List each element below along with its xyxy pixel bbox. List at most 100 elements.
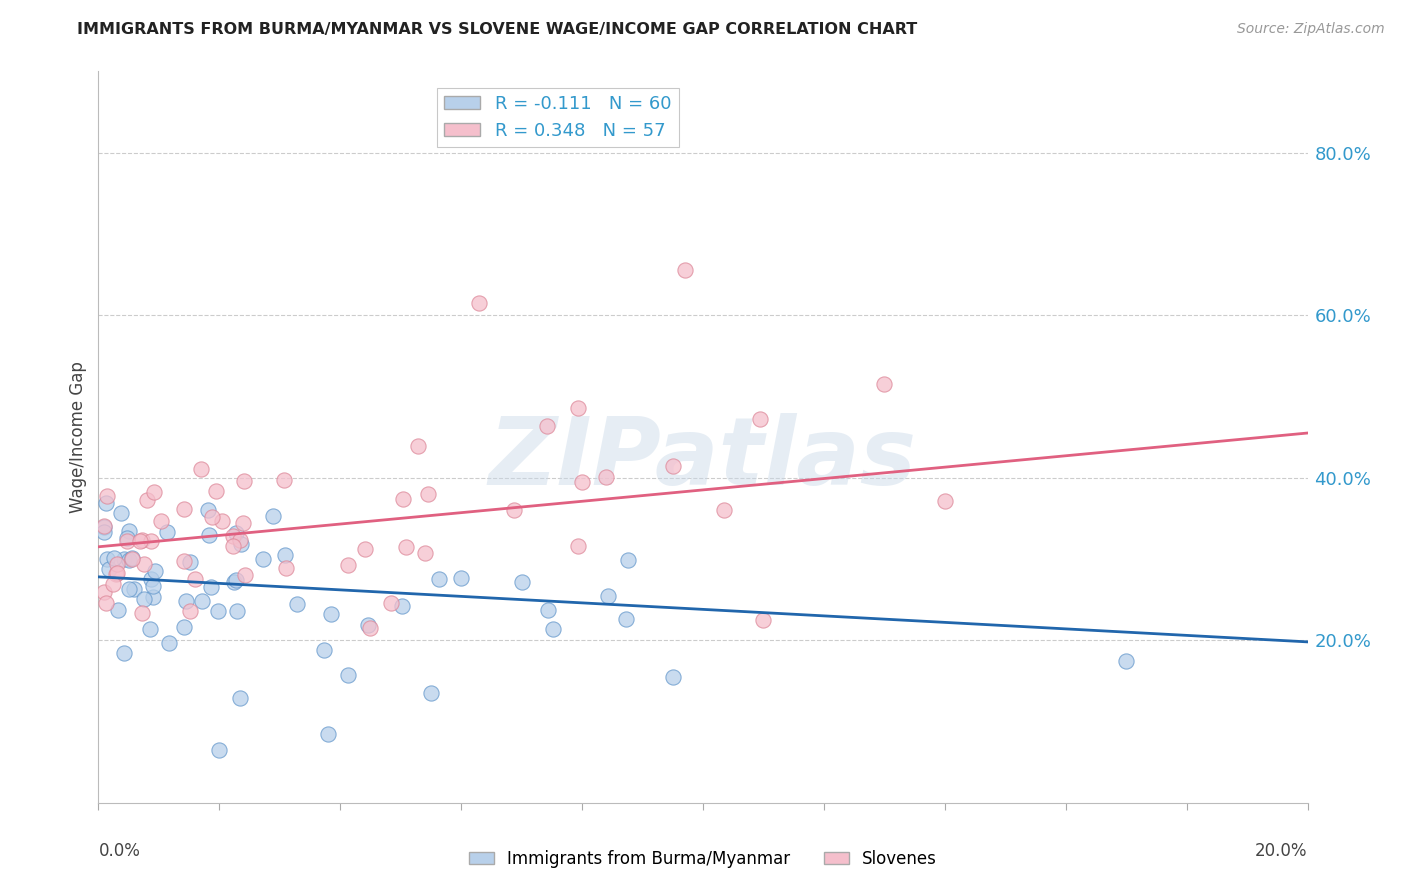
Point <box>536 419 558 434</box>
Point <box>179 555 201 569</box>
Point <box>596 589 619 603</box>
Point <box>502 502 524 516</box>
Point <box>427 573 450 587</box>
Point <box>208 743 231 757</box>
Point <box>205 483 228 498</box>
Point <box>357 617 380 632</box>
Point <box>201 510 224 524</box>
Point <box>567 539 589 553</box>
Point <box>96 596 118 610</box>
Point <box>190 462 212 476</box>
Point <box>107 603 129 617</box>
Point <box>262 509 284 524</box>
Point <box>115 531 138 545</box>
Point <box>105 567 128 582</box>
Point <box>124 582 146 596</box>
Point <box>142 578 165 592</box>
Point <box>233 568 256 582</box>
Point <box>222 529 245 543</box>
Point <box>226 603 249 617</box>
Point <box>141 534 163 549</box>
Point <box>118 582 141 596</box>
Point <box>713 503 735 517</box>
Point <box>173 554 195 568</box>
Point <box>360 621 382 635</box>
Legend: Immigrants from Burma/Myanmar, Slovenes: Immigrants from Burma/Myanmar, Slovenes <box>463 844 943 875</box>
Y-axis label: Wage/Income Gap: Wage/Income Gap <box>69 361 87 513</box>
Point <box>873 377 896 392</box>
Point <box>229 533 252 547</box>
Point <box>93 519 115 533</box>
Point <box>197 503 219 517</box>
Text: Source: ZipAtlas.com: Source: ZipAtlas.com <box>1237 22 1385 37</box>
Text: IMMIGRANTS FROM BURMA/MYANMAR VS SLOVENE WAGE/INCOME GAP CORRELATION CHART: IMMIGRANTS FROM BURMA/MYANMAR VS SLOVENE… <box>77 22 918 37</box>
Point <box>252 551 274 566</box>
Point <box>101 577 124 591</box>
Point <box>142 590 165 604</box>
Point <box>174 593 197 607</box>
Point <box>103 550 125 565</box>
Point <box>115 534 138 549</box>
Point <box>139 622 162 636</box>
Point <box>232 516 254 530</box>
Point <box>132 591 155 606</box>
Point <box>673 263 696 277</box>
Point <box>222 539 245 553</box>
Point <box>110 507 132 521</box>
Point <box>614 612 637 626</box>
Point <box>468 296 491 310</box>
Point <box>273 473 295 487</box>
Point <box>394 540 416 554</box>
Point <box>225 573 247 587</box>
Point <box>1115 654 1137 668</box>
Point <box>337 668 360 682</box>
Point <box>200 580 222 594</box>
Point <box>143 565 166 579</box>
Point <box>617 552 640 566</box>
Point <box>93 520 115 534</box>
Point <box>118 524 141 538</box>
Point <box>413 546 436 560</box>
Point <box>406 439 429 453</box>
Text: ZIPatlas: ZIPatlas <box>489 413 917 505</box>
Legend: R = -0.111   N = 60, R = 0.348   N = 57: R = -0.111 N = 60, R = 0.348 N = 57 <box>437 87 679 147</box>
Point <box>543 623 565 637</box>
Point <box>121 552 143 566</box>
Point <box>661 458 683 473</box>
Point <box>105 566 128 580</box>
Point <box>380 596 402 610</box>
Point <box>121 551 143 566</box>
Point <box>156 524 179 539</box>
Point <box>173 502 195 516</box>
Point <box>567 401 589 415</box>
Point <box>94 496 117 510</box>
Point <box>416 487 439 501</box>
Point <box>105 557 128 571</box>
Point <box>229 690 252 705</box>
Point <box>132 557 155 571</box>
Point <box>157 636 180 650</box>
Point <box>316 727 339 741</box>
Text: 20.0%: 20.0% <box>1256 842 1308 860</box>
Point <box>198 528 221 542</box>
Point <box>276 561 298 575</box>
Point <box>273 549 295 563</box>
Point <box>312 643 335 657</box>
Point <box>96 490 118 504</box>
Point <box>934 494 956 508</box>
Point <box>128 534 150 549</box>
Point <box>336 558 359 573</box>
Point <box>190 594 212 608</box>
Point <box>150 514 173 528</box>
Point <box>211 514 233 528</box>
Point <box>97 562 120 576</box>
Point <box>112 551 135 566</box>
Point <box>749 411 772 425</box>
Text: 0.0%: 0.0% <box>98 842 141 860</box>
Point <box>93 584 115 599</box>
Point <box>537 603 560 617</box>
Point <box>595 470 617 484</box>
Point <box>96 551 118 566</box>
Point <box>571 475 593 489</box>
Point <box>183 573 205 587</box>
